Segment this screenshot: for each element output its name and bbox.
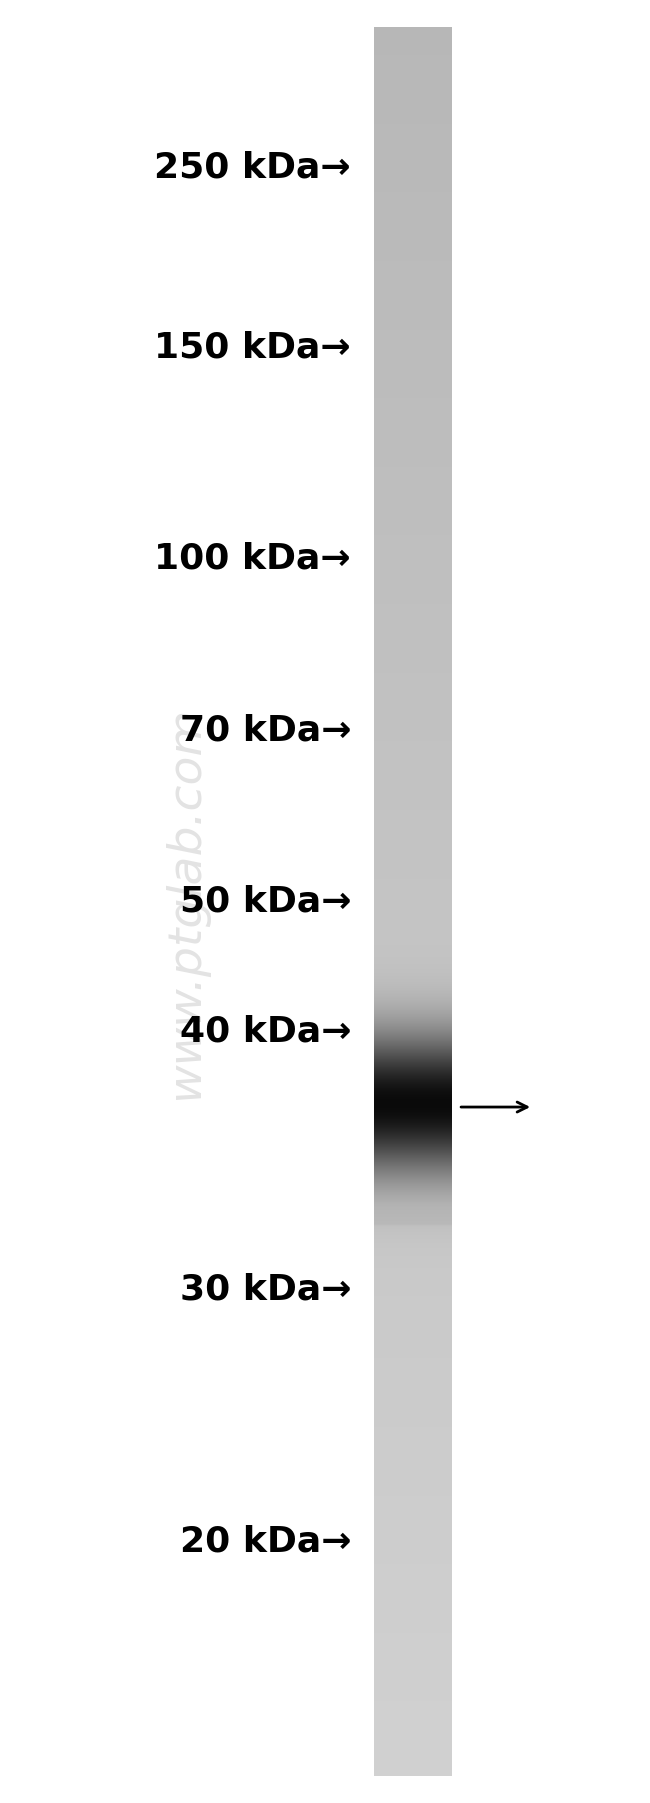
Text: 30 kDa→: 30 kDa→	[179, 1273, 351, 1305]
Text: 250 kDa→: 250 kDa→	[155, 151, 351, 184]
Text: 40 kDa→: 40 kDa→	[179, 1015, 351, 1048]
Text: 150 kDa→: 150 kDa→	[155, 332, 351, 364]
Text: www.ptglab.com: www.ptglab.com	[162, 705, 208, 1098]
Text: 100 kDa→: 100 kDa→	[155, 543, 351, 575]
Text: 70 kDa→: 70 kDa→	[179, 714, 351, 746]
Text: 20 kDa→: 20 kDa→	[179, 1525, 351, 1558]
Text: 50 kDa→: 50 kDa→	[179, 885, 351, 918]
